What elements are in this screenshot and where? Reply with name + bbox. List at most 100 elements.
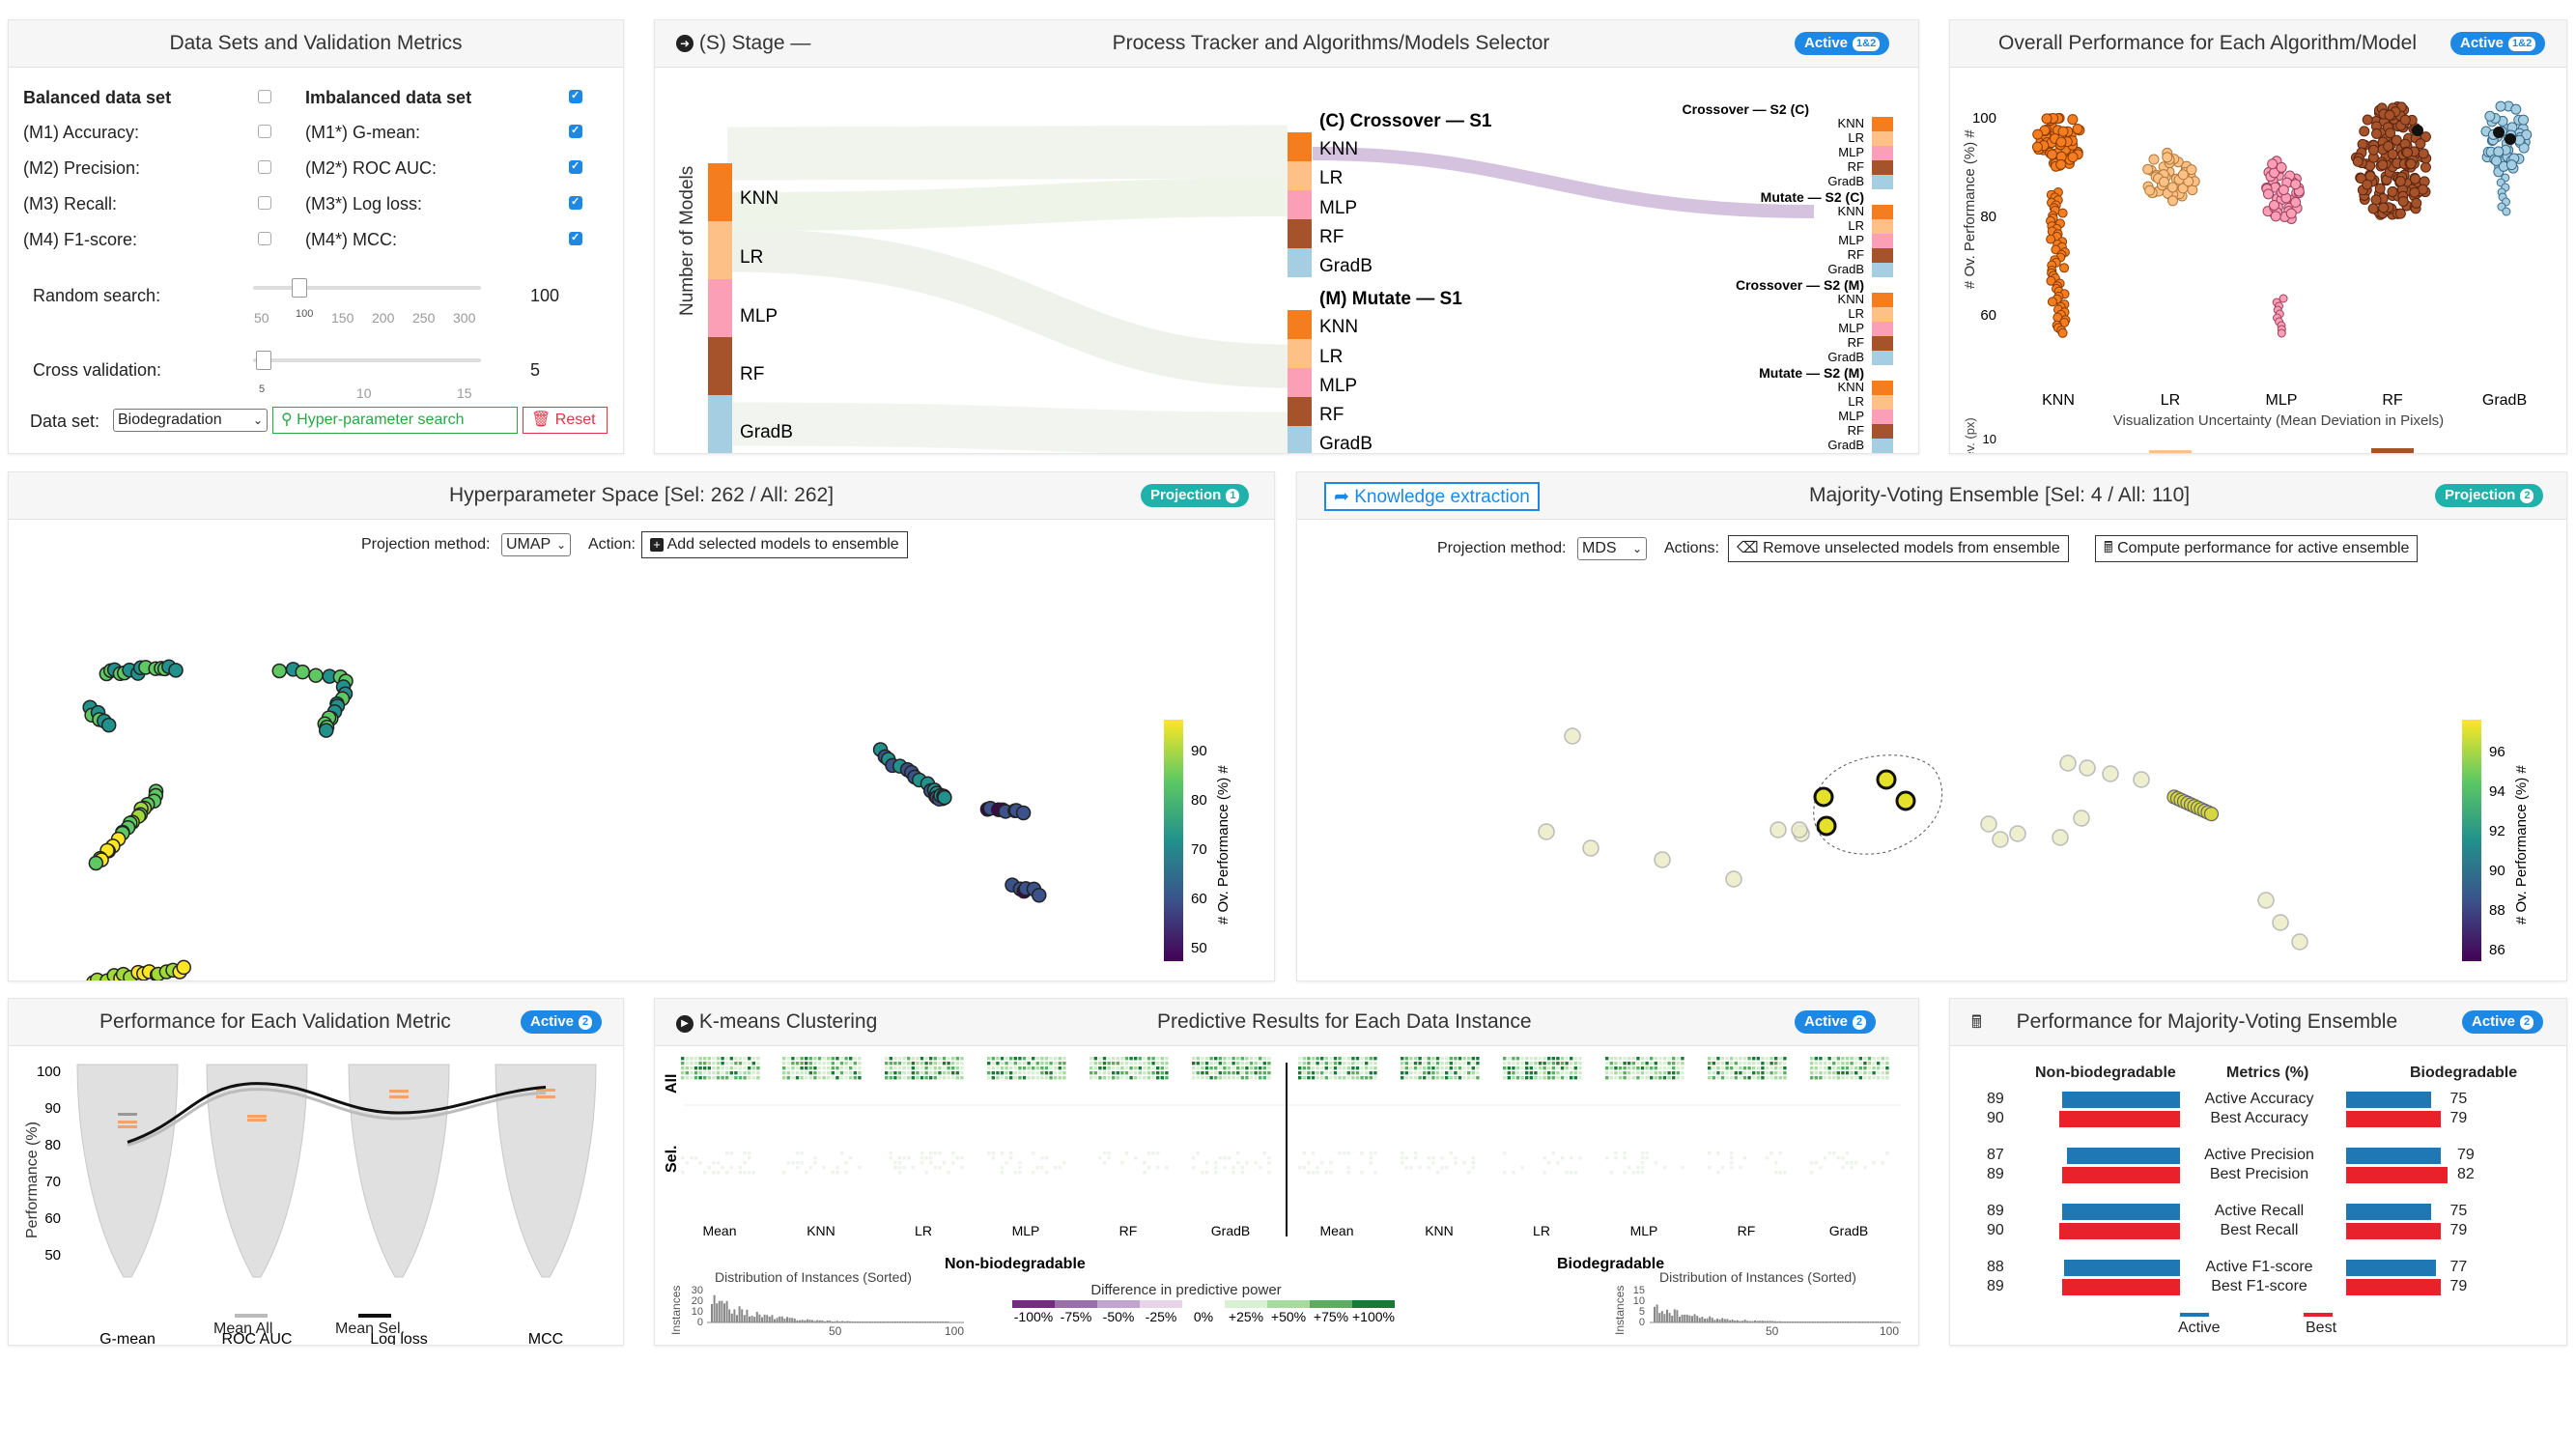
- instance-cell: [1040, 1057, 1044, 1061]
- distribution-bar: [829, 1321, 832, 1322]
- uncertainty-title: Visualization Uncertainty (Mean Deviatio…: [2113, 412, 2444, 429]
- projection-method-label: Projection method:: [361, 536, 491, 553]
- instance-cell: [1609, 1071, 1613, 1075]
- dataset-select[interactable]: Biodegradation ⌄: [113, 409, 268, 432]
- model-points[interactable]: [82, 659, 1047, 981]
- random-search-tick: 200: [372, 310, 395, 326]
- node-m-label-mlp[interactable]: MLP: [1319, 376, 1357, 396]
- instance-cell-sel: [1338, 1151, 1342, 1155]
- distribution-bar: [1852, 1321, 1854, 1322]
- metric-active-label: Active F1-score: [2205, 1259, 2313, 1275]
- validation-active-badge[interactable]: Active 2: [521, 1010, 603, 1034]
- node-c-label-rf[interactable]: RF: [1319, 227, 1344, 247]
- instance-cell: [734, 1076, 738, 1080]
- accuracy-checkbox[interactable]: [258, 125, 271, 138]
- left-best-value: 89: [1987, 1166, 2004, 1182]
- node-c-label-mlp[interactable]: MLP: [1319, 198, 1357, 218]
- instance-cell: [1467, 1062, 1471, 1065]
- instance-cell: [1676, 1066, 1680, 1070]
- column-label: MLP: [1012, 1223, 1040, 1238]
- instance-cell: [1449, 1066, 1453, 1070]
- instance-cell: [1062, 1062, 1066, 1065]
- lasso-selection[interactable]: [1813, 754, 1943, 855]
- imbalanced-dataset-checkbox[interactable]: [569, 89, 582, 103]
- ensemble-scatter[interactable]: 96 94 92 90 88 86 # Ov. Performance (%) …: [1297, 519, 2567, 981]
- instance-cell: [1854, 1057, 1858, 1061]
- projection-method-select-2[interactable]: MDS ⌄: [1577, 537, 1647, 560]
- mcc-checkbox[interactable]: [569, 231, 582, 245]
- logloss-checkbox[interactable]: [569, 195, 582, 210]
- projection-method-select[interactable]: UMAP ⌄: [501, 533, 571, 556]
- instance-cell: [1605, 1066, 1609, 1070]
- instance-cell: [902, 1076, 906, 1080]
- node-c-label-gradb[interactable]: GradB: [1319, 256, 1373, 276]
- distribution-bar: [713, 1294, 716, 1322]
- distribution-bar: [901, 1321, 904, 1322]
- diff-label: +75%: [1314, 1309, 1348, 1324]
- rocauc-checkbox[interactable]: [569, 159, 582, 174]
- instance-cell: [1676, 1071, 1680, 1075]
- node-label-rf[interactable]: RF: [740, 364, 764, 384]
- instance-cell: [1404, 1057, 1408, 1061]
- node-label-gradb[interactable]: GradB: [740, 422, 793, 442]
- recall-checkbox[interactable]: [258, 196, 271, 210]
- cross-validation-handle[interactable]: [256, 351, 271, 370]
- node-c-label-knn[interactable]: KNN: [1319, 139, 1358, 159]
- reset-button[interactable]: 🗑 Reset: [523, 407, 608, 434]
- instance-cell: [1507, 1057, 1511, 1061]
- instance-cell: [1192, 1057, 1196, 1061]
- instance-cell: [1734, 1062, 1738, 1065]
- add-to-ensemble-button[interactable]: + Add selected models to ensemble: [641, 531, 908, 558]
- instance-cell: [1302, 1062, 1306, 1065]
- instance-cell: [1543, 1062, 1546, 1065]
- gmean-checkbox[interactable]: [569, 124, 582, 138]
- instance-cell: [1351, 1076, 1355, 1080]
- predictive-active-badge[interactable]: Active 2: [1795, 1010, 1877, 1034]
- instance-cell: [1645, 1076, 1649, 1080]
- projection-badge-2[interactable]: Projection 2: [2435, 484, 2544, 507]
- distribution-bar: [944, 1321, 947, 1322]
- projection-badge-1[interactable]: Projection 1: [1141, 484, 1250, 507]
- node-m-label-knn[interactable]: KNN: [1319, 317, 1358, 337]
- node-label-knn[interactable]: KNN: [740, 188, 778, 209]
- process-active-badge[interactable]: Active 1&2: [1795, 32, 1890, 55]
- instance-cell-sel: [1165, 1166, 1169, 1170]
- node-label-mlp[interactable]: MLP: [740, 306, 778, 327]
- knowledge-extraction-button[interactable]: ➦ Knowledge extraction: [1324, 482, 1540, 511]
- process-header: [655, 20, 1918, 68]
- node-m-label-gradb[interactable]: GradB: [1319, 434, 1373, 454]
- compute-performance-button[interactable]: 🖩 Compute performance for active ensembl…: [2095, 535, 2419, 562]
- overall-active-badge[interactable]: Active 1&2: [2450, 32, 2546, 55]
- instance-cell: [1819, 1057, 1823, 1061]
- random-search-handle[interactable]: [292, 278, 307, 298]
- instance-cell-sel: [911, 1166, 915, 1170]
- stage-toggle[interactable]: ➜ (S) Stage —: [676, 20, 810, 67]
- hyperparameter-scatter[interactable]: 90 80 70 60 50 # Ov. Performance (%) #: [9, 519, 1275, 981]
- distribution-bar: [801, 1320, 804, 1322]
- instance-cell: [1000, 1076, 1005, 1080]
- node-m-label-lr[interactable]: LR: [1319, 347, 1343, 367]
- instance-cell: [1858, 1076, 1862, 1080]
- distribution-bar: [862, 1321, 863, 1322]
- node-m-label-rf[interactable]: RF: [1319, 405, 1344, 425]
- instance-cell: [1560, 1076, 1565, 1080]
- instance-cell: [1841, 1071, 1845, 1075]
- instance-cell: [1507, 1062, 1511, 1065]
- instance-cell: [698, 1066, 702, 1070]
- mv-active-badge[interactable]: Active 2: [2462, 1010, 2544, 1034]
- hyperparameter-search-button[interactable]: ⚲ Hyper-parameter search: [272, 407, 518, 434]
- remove-unselected-button[interactable]: ⌫ Remove unselected models from ensemble: [1728, 535, 2069, 562]
- precision-checkbox[interactable]: [258, 160, 271, 174]
- node-label-lr[interactable]: LR: [740, 247, 763, 268]
- node-c-label-lr[interactable]: LR: [1319, 168, 1343, 188]
- faint-model-point: [1538, 823, 1555, 840]
- instance-cell: [1845, 1057, 1850, 1061]
- instance-cell: [1658, 1076, 1662, 1080]
- instance-cell: [1538, 1071, 1543, 1075]
- kmeans-toggle[interactable]: ▶ K-means Clustering: [676, 999, 877, 1045]
- ensemble-model-points[interactable]: [1538, 727, 2308, 951]
- balanced-dataset-checkbox[interactable]: [258, 90, 271, 103]
- cross-validation-tick: 10: [356, 385, 372, 401]
- f1-checkbox[interactable]: [258, 232, 271, 245]
- instance-cell-sel: [839, 1151, 844, 1155]
